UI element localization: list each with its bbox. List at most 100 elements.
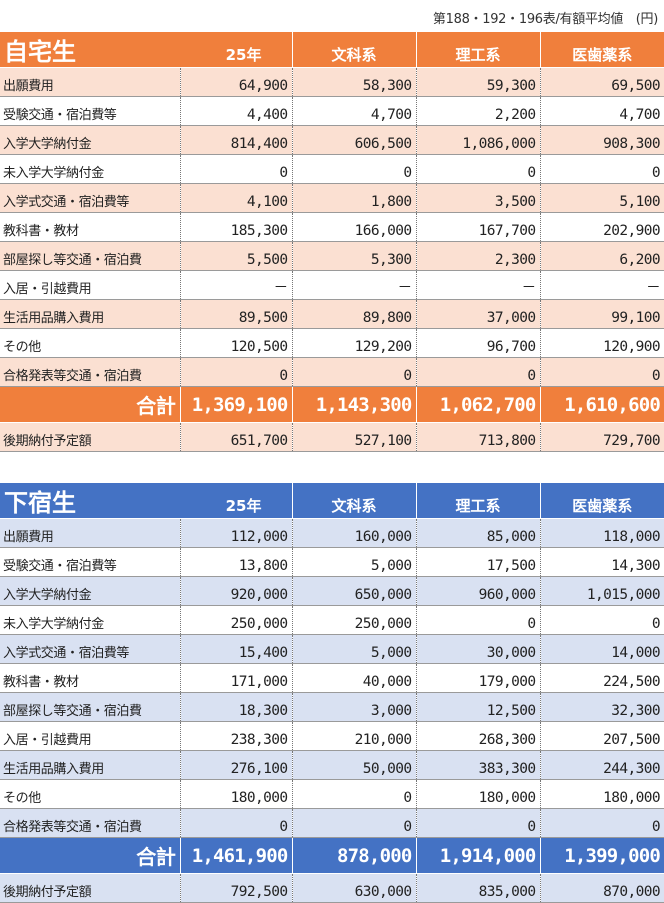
total-value: 1,914,000 (415, 837, 540, 874)
column-header: 文科系 (291, 483, 416, 519)
table-row: 入居・引越費用－－－－ (0, 270, 664, 300)
table-row: 合格発表等交通・宿泊費 0 0 0 0 (0, 808, 664, 838)
row-label: 入学大学納付金 (0, 125, 180, 155)
value-cell: － (539, 270, 664, 300)
row-label: 出願費用 (0, 67, 180, 97)
total-value: 1,461,900 (179, 837, 292, 874)
value-cell: 37,000 (415, 299, 540, 329)
value-cell: 920,000 (179, 576, 292, 606)
row-label: 生活用品購入費用 (0, 299, 180, 329)
value-cell: 1,015,000 (539, 576, 664, 606)
row-label: 受験交通・宿泊費等 (0, 547, 180, 577)
value-cell: 0 (415, 808, 540, 838)
table-row: 部屋探し等交通・宿泊費 5,500 5,300 2,300 6,200 (0, 241, 664, 271)
row-label: 後期納付予定額 (0, 873, 180, 903)
value-cell: 180,000 (539, 779, 664, 809)
value-cell: 171,000 (179, 663, 292, 693)
value-cell: 729,700 (539, 422, 664, 452)
value-cell: 15,400 (179, 634, 292, 664)
value-cell: 0 (179, 808, 292, 838)
value-cell: 89,500 (179, 299, 292, 329)
value-cell: 0 (415, 357, 540, 387)
value-cell: 4,100 (179, 183, 292, 213)
value-cell: － (291, 270, 416, 300)
value-cell: － (415, 270, 540, 300)
value-cell: 112,000 (179, 518, 292, 548)
table-row: 教科書・教材 171,000 40,000 179,000 224,500 (0, 663, 664, 693)
value-cell: 527,100 (291, 422, 416, 452)
row-label: 部屋探し等交通・宿泊費 (0, 692, 180, 722)
value-cell: 630,000 (291, 873, 416, 903)
table-row: 出願費用 112,000 160,000 85,000 118,000 (0, 518, 664, 548)
value-cell: 50,000 (291, 750, 416, 780)
table-row: 教科書・教材 185,300 166,000 167,700 202,900 (0, 212, 664, 242)
header-row: 自宅生 25年 文科系 理工系 医歯薬系 (0, 32, 664, 68)
header-row: 下宿生 25年 文科系 理工系 医歯薬系 (0, 483, 664, 519)
column-header: 医歯薬系 (539, 483, 664, 519)
value-cell: 185,300 (179, 212, 292, 242)
table-row: その他 120,500 129,200 96,700 120,900 (0, 328, 664, 358)
value-cell: 3,000 (291, 692, 416, 722)
value-cell: 180,000 (415, 779, 540, 809)
total-label: 合計 (0, 837, 180, 874)
value-cell: 32,300 (539, 692, 664, 722)
value-cell: 58,300 (291, 67, 416, 97)
row-label: 合格発表等交通・宿泊費 (0, 808, 180, 838)
value-cell: 99,100 (539, 299, 664, 329)
column-header: 文科系 (291, 32, 416, 68)
value-cell: 244,300 (539, 750, 664, 780)
row-label: 出願費用 (0, 518, 180, 548)
table-row: 受験交通・宿泊費等 13,800 5,000 17,500 14,300 (0, 547, 664, 577)
value-cell: 650,000 (291, 576, 416, 606)
value-cell: 0 (539, 154, 664, 184)
total-value: 1,143,300 (291, 386, 416, 423)
value-cell: 0 (291, 154, 416, 184)
value-cell: 792,500 (179, 873, 292, 903)
value-cell: 64,900 (179, 67, 292, 97)
table-row: 未入学大学納付金 250,000 250,000 0 0 (0, 605, 664, 635)
table-row: 未入学大学納付金 0 0 0 0 (0, 154, 664, 184)
value-cell: 814,400 (179, 125, 292, 155)
value-cell: 180,000 (179, 779, 292, 809)
value-cell: 0 (539, 808, 664, 838)
value-cell: 0 (291, 808, 416, 838)
value-cell: 210,000 (291, 721, 416, 751)
value-cell: 59,300 (415, 67, 540, 97)
value-cell: 908,300 (539, 125, 664, 155)
value-cell: 30,000 (415, 634, 540, 664)
table-row: 部屋探し等交通・宿泊費 18,300 3,000 12,500 32,300 (0, 692, 664, 722)
value-cell: 1,086,000 (415, 125, 540, 155)
value-cell: 238,300 (179, 721, 292, 751)
total-row: 合計 1,461,900 878,000 1,914,000 1,399,000 (0, 837, 664, 874)
value-cell: 4,400 (179, 96, 292, 126)
value-cell: 224,500 (539, 663, 664, 693)
section-title: 自宅生 (0, 32, 180, 68)
value-cell: 0 (291, 779, 416, 809)
table-row: 出願費用 64,900 58,300 59,300 69,500 (0, 67, 664, 97)
value-cell: 835,000 (415, 873, 540, 903)
value-cell: 1,800 (291, 183, 416, 213)
row-label: 受験交通・宿泊費等 (0, 96, 180, 126)
column-header: 理工系 (415, 483, 540, 519)
table-row: その他 180,000 0 180,000 180,000 (0, 779, 664, 809)
boarding-student-body: 下宿生 25年 文科系 理工系 医歯薬系 出願費用 112,000 160,000 85,000… (0, 483, 664, 903)
value-cell: 2,200 (415, 96, 540, 126)
value-cell: 606,500 (291, 125, 416, 155)
table-row: 受験交通・宿泊費等 4,400 4,700 2,200 4,700 (0, 96, 664, 126)
row-label: 教科書・教材 (0, 212, 180, 242)
row-label: 入居・引越費用 (0, 270, 180, 300)
value-cell: 167,700 (415, 212, 540, 242)
column-header: 25年 (180, 32, 292, 68)
value-cell: 870,000 (539, 873, 664, 903)
value-cell: 0 (415, 605, 540, 635)
row-label: 部屋探し等交通・宿泊費 (0, 241, 180, 271)
value-cell: 160,000 (291, 518, 416, 548)
row-label: 教科書・教材 (0, 663, 180, 693)
table-row: 生活用品購入費用 276,100 50,000 383,300 244,300 (0, 750, 664, 780)
value-cell: 202,900 (539, 212, 664, 242)
row-label: 未入学大学納付金 (0, 154, 180, 184)
row-label: 生活用品購入費用 (0, 750, 180, 780)
row-label: その他 (0, 779, 180, 809)
table-note: 第188・192・196表/有額平均値 (円) (432, 12, 658, 27)
total-value: 878,000 (291, 837, 416, 874)
